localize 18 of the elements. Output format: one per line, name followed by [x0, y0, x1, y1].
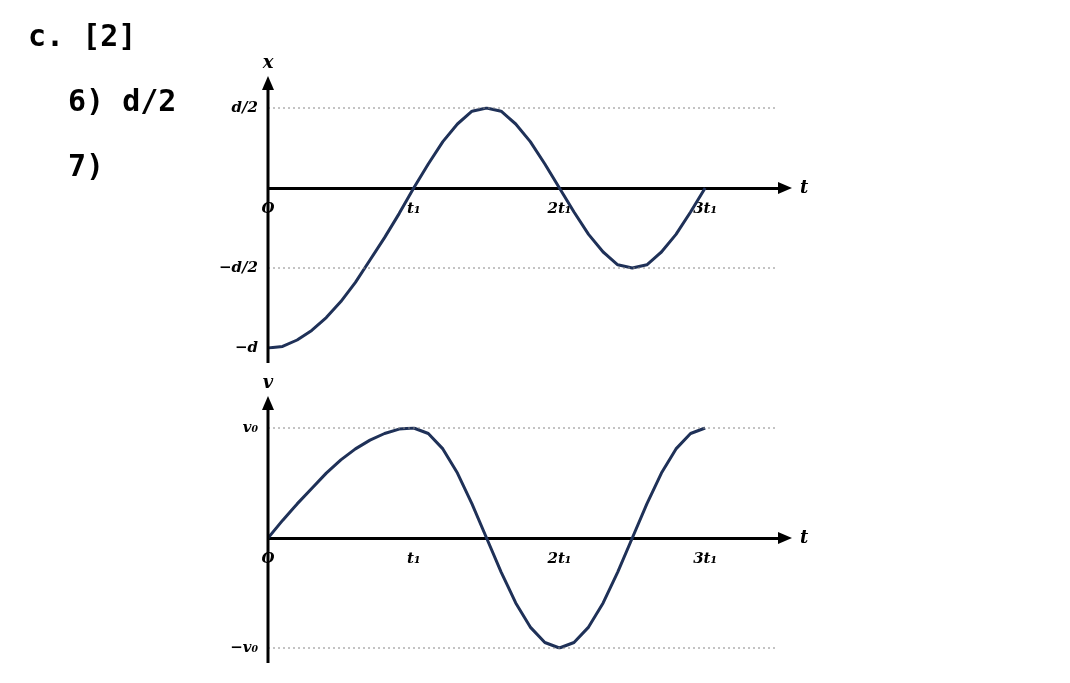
x-axis-title: t [800, 525, 809, 547]
ref-line-label: v₀ [242, 417, 259, 436]
y-axis-title: v [262, 370, 274, 392]
y-axis-title: x [261, 50, 274, 72]
x-axis-title: t [800, 175, 809, 197]
text: 6) d/2 [68, 83, 178, 118]
x-tick-label: 2t₁ [546, 548, 572, 567]
x-tick-label: t₁ [406, 198, 421, 217]
x-tick-label: 3t₁ [693, 548, 718, 567]
x-tick-label: 3t₁ [693, 198, 718, 217]
x-tick-label: t₁ [406, 548, 421, 567]
text: c. [2] [28, 18, 138, 53]
ref-line-label: −d/2 [219, 257, 258, 276]
x-tick-label: 2t₁ [546, 198, 572, 217]
ref-line-label: −v₀ [230, 637, 259, 656]
text: 7) [68, 148, 106, 183]
ref-line-label: d/2 [231, 97, 258, 116]
annotation: −d [234, 337, 259, 356]
